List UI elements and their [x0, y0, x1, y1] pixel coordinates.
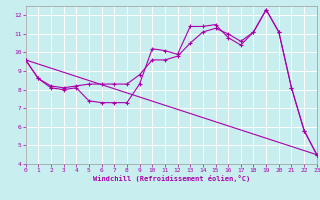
X-axis label: Windchill (Refroidissement éolien,°C): Windchill (Refroidissement éolien,°C) — [92, 175, 250, 182]
